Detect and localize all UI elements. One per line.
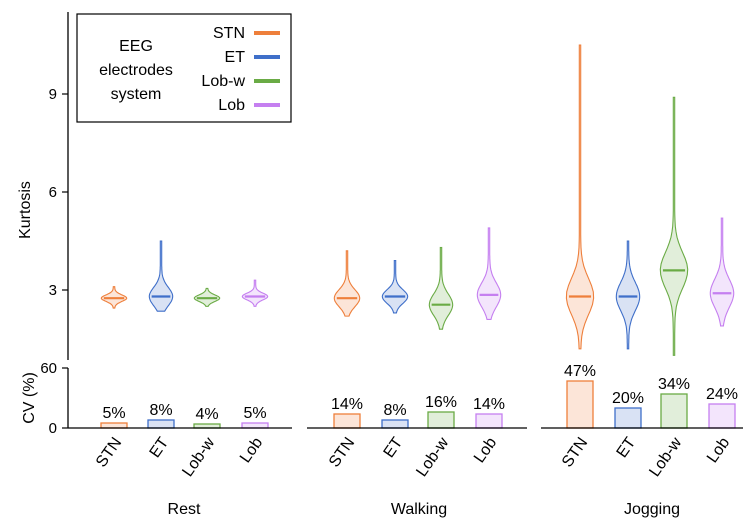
x-tick-label: Lob-w [413,434,452,480]
y-tick-label: 9 [49,86,57,103]
y-tick-label: 6 [49,184,57,201]
cv-value-label: 4% [195,406,218,423]
cv-y-axis-label: CV (%) [21,372,38,424]
legend-entry-label: ET [225,49,246,66]
x-tick-label: Lob [237,434,266,466]
cv-value-label: 14% [331,396,363,413]
x-tick-label: Lob-w [646,434,685,480]
cv-value-label: 5% [102,405,125,422]
x-category-labels: STN ET Lob-w Lob STN ET Lob-w Lob STN ET Lob-w Lob [93,434,733,480]
cv-value-label: 14% [473,396,505,413]
violin-layer [100,44,735,356]
legend-title-line-1: EEG [119,38,153,55]
cv-bar-jogging-lob-w [660,393,688,429]
x-tick-label: Lob [704,434,733,466]
legend-entries: STN ET Lob-w Lob [201,25,280,114]
cv-bar-jogging-stn [566,380,594,429]
x-tick-label: ET [381,434,407,461]
cv-bar-rest-lob [241,422,269,429]
x-tick-label: ET [614,434,640,461]
cv-bar-walking-stn [333,413,361,429]
cv-y-axis-ticks: 0 60 [40,360,68,437]
legend-title-line-3: system [111,86,162,103]
cv-bar-walking-et [381,419,409,429]
violin-jogging-stn [565,44,595,350]
violin-walking-lob-w [428,246,454,330]
legend-entry-label: Lob [218,97,245,114]
violin-jogging-et [615,240,641,350]
cv-bar-jogging-et [614,407,642,429]
violin-rest-lob [241,279,269,307]
group-labels: Rest Walking Jogging [168,501,680,518]
y-axis-ticks: 3 6 9 [49,86,68,299]
y-axis-label: Kurtosis [17,181,34,239]
cv-value-label: 47% [564,363,596,380]
violin-walking-stn [333,250,361,317]
cv-bar-walking-lob-w [427,411,455,429]
x-tick-label: Lob-w [179,434,218,480]
cv-bar-jogging-lob [708,403,736,429]
cv-bar-layer: 5% 8% 4% 5% 14% 8% 16% 14% 47% 20% 34% 24% [100,363,738,429]
y-tick-label: 3 [49,282,57,299]
x-tick-label: Lob [471,434,500,466]
violin-rest-et [148,240,174,312]
x-tick-label: STN [559,435,591,471]
cv-value-label: 24% [706,386,738,403]
cv-bar-rest-et [147,419,175,429]
legend-title-line-2: electrodes [99,62,173,79]
cv-bar-walking-lob [475,413,503,429]
violin-walking-et [381,260,409,314]
cv-y-tick-label: 60 [40,360,57,377]
violin-jogging-lob [709,217,735,327]
group-label-jogging: Jogging [624,501,680,518]
x-tick-label: ET [147,434,173,461]
group-label-walking: Walking [391,501,447,518]
cv-value-label: 8% [383,402,406,419]
x-tick-label: STN [326,435,358,471]
cv-value-label: 16% [425,394,457,411]
cv-value-label: 20% [612,390,644,407]
legend-entry-label: STN [213,25,245,42]
cv-value-label: 8% [149,402,172,419]
group-label-rest: Rest [168,501,201,518]
cv-bar-rest-stn [100,422,128,429]
cv-y-tick-label: 0 [49,420,57,437]
cv-value-label: 5% [243,405,266,422]
cv-value-label: 34% [658,376,690,393]
x-tick-label: STN [93,435,125,471]
violin-jogging-lob-w [659,96,689,356]
legend-entry-label: Lob-w [201,73,245,90]
violin-walking-lob [476,227,502,320]
legend: EEG electrodes system STN ET Lob-w Lob [76,13,292,123]
